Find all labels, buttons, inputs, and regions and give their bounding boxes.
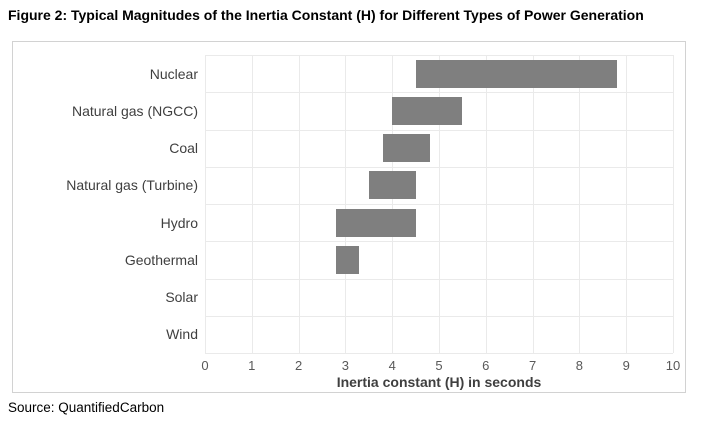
x-axis-title: Inertia constant (H) in seconds bbox=[336, 374, 542, 390]
x-tick-label: 7 bbox=[528, 358, 537, 373]
category-label: Natural gas (Turbine) bbox=[66, 177, 198, 194]
x-tick-label: 3 bbox=[341, 358, 350, 373]
category-label: Nuclear bbox=[149, 65, 198, 82]
bar-geothermal bbox=[336, 245, 360, 274]
category-axis: Nuclear Natural gas (NGCC) Coal Natural gas… bbox=[1, 55, 198, 353]
category-label: Coal bbox=[169, 140, 198, 157]
category-label: Natural gas (NGCC) bbox=[71, 102, 198, 119]
x-tick-label: 4 bbox=[388, 358, 396, 373]
category-label: Wind bbox=[166, 326, 198, 343]
category-label: Hydro bbox=[160, 214, 198, 231]
figure-box: Nuclear Natural gas (NGCC) Coal Natural gas… bbox=[12, 41, 686, 393]
gridline-horizontal bbox=[205, 353, 673, 354]
category-label: Geothermal bbox=[124, 251, 198, 268]
gridline-vertical bbox=[673, 55, 674, 353]
bar-natural-gas-turbine bbox=[368, 171, 416, 200]
source-note: Source: QuantifiedCarbon bbox=[8, 400, 165, 415]
x-tick-label: 0 bbox=[201, 358, 209, 373]
x-tick-label: 9 bbox=[622, 358, 630, 373]
gridline-horizontal bbox=[205, 204, 673, 205]
gridline-horizontal bbox=[205, 241, 673, 243]
x-axis-ticks: 0 1 2 3 4 5 6 7 8 9 10 bbox=[201, 358, 680, 374]
page-title: Figure 2: Typical Magnitudes of the Iner… bbox=[8, 7, 644, 23]
gridline-horizontal bbox=[205, 55, 673, 56]
gridline-horizontal bbox=[205, 278, 673, 280]
gridline-horizontal bbox=[205, 315, 673, 317]
x-tick-label: 1 bbox=[248, 358, 256, 373]
bar-nuclear bbox=[415, 59, 617, 88]
x-tick-label: 2 bbox=[294, 358, 303, 373]
gridline-horizontal bbox=[205, 92, 673, 94]
x-tick-label: 5 bbox=[435, 358, 443, 373]
plot-area bbox=[205, 55, 674, 354]
x-tick-label: 10 bbox=[665, 358, 681, 373]
bar-natural-gas-ngcc bbox=[392, 96, 463, 125]
bar-coal bbox=[382, 134, 430, 163]
gridline-horizontal bbox=[205, 166, 673, 168]
x-tick-label: 6 bbox=[482, 358, 490, 373]
gridline-horizontal bbox=[205, 129, 673, 131]
category-label: Solar bbox=[165, 289, 198, 306]
x-tick-label: 8 bbox=[575, 358, 584, 373]
bar-hydro bbox=[336, 208, 416, 237]
